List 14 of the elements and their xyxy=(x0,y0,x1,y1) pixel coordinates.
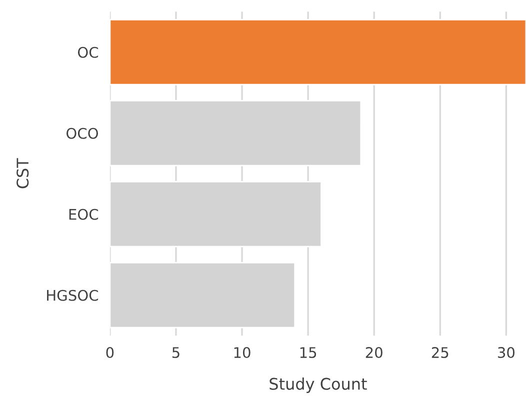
x-axis-title: Study Count xyxy=(270,378,367,393)
x-tick-label: 25 xyxy=(432,347,448,358)
x-tick-label: 20 xyxy=(366,347,382,358)
x-tick-label: 10 xyxy=(234,347,250,358)
y-tick-label: EOC xyxy=(69,208,98,220)
x-tick-label: 5 xyxy=(172,347,180,358)
x-tick-label: 30 xyxy=(498,347,514,358)
y-tick-label: OCO xyxy=(66,128,98,139)
x-tick-label: 15 xyxy=(300,347,316,358)
y-tick-label: OC xyxy=(78,46,98,58)
x-tick-label: 0 xyxy=(106,347,114,358)
bar xyxy=(110,19,526,86)
y-axis-title: CST xyxy=(16,158,29,188)
y-tick-label: HGSOC xyxy=(47,290,98,301)
